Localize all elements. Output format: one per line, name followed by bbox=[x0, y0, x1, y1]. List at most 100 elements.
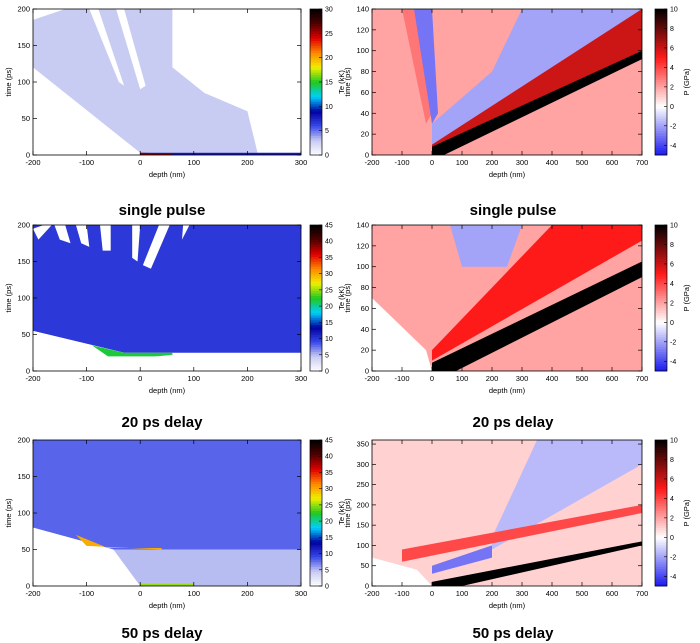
colorbar-step bbox=[655, 551, 667, 555]
field-region-5 bbox=[432, 50, 642, 155]
colorbar-tick-label: 10 bbox=[325, 551, 333, 558]
colorbar-step bbox=[310, 135, 322, 139]
colorbar-step bbox=[655, 508, 667, 511]
colorbar-step bbox=[310, 449, 322, 453]
colorbar-step bbox=[310, 573, 322, 577]
colorbar-tick-label: 40 bbox=[325, 454, 333, 461]
colorbar-label: Te (kK) bbox=[337, 286, 346, 310]
panel-p-20: -200 -100 0 100 200 300 400 500 600 7000204060801… bbox=[343, 221, 691, 432]
colorbar-step bbox=[655, 28, 667, 32]
colorbar-step bbox=[655, 530, 667, 533]
colorbar-step bbox=[310, 454, 322, 458]
panel-p-single: -200 -100 0 100 200 300 400 500 600 7000204060801… bbox=[343, 5, 691, 220]
colorbar-tick-label: 35 bbox=[325, 470, 333, 477]
x-tick-label: 700 bbox=[636, 374, 649, 383]
colorbar-frame bbox=[654, 439, 668, 587]
x-tick-label: 100 bbox=[456, 158, 469, 167]
y-tick-label: 350 bbox=[356, 440, 369, 449]
colorbar-step bbox=[655, 18, 667, 22]
colorbar-step bbox=[310, 564, 322, 567]
colorbar-step bbox=[310, 539, 322, 543]
colorbar-step bbox=[310, 488, 322, 492]
y-tick-label: 0 bbox=[26, 151, 30, 160]
panel-p-50: -200 -100 0 100 200 300 400 500 600 7000501001502… bbox=[343, 438, 691, 643]
colorbar-step bbox=[655, 474, 667, 477]
colorbar-step bbox=[310, 329, 322, 333]
colorbar-step bbox=[655, 583, 667, 587]
colorbar-step bbox=[655, 312, 667, 316]
colorbar-step bbox=[655, 315, 667, 318]
x-tick-label: 700 bbox=[636, 158, 649, 167]
colorbar-step bbox=[655, 302, 667, 306]
colorbar-step bbox=[655, 361, 667, 365]
colorbar-step bbox=[310, 91, 322, 95]
colorbar: 0 5 10 15 20 25 30 Te (kK) bbox=[309, 7, 346, 160]
colorbar-step bbox=[655, 322, 667, 326]
colorbar-tick-label: -2 bbox=[670, 123, 676, 130]
colorbar-frame bbox=[309, 439, 323, 587]
colorbar-step bbox=[655, 559, 667, 563]
x-tick-label: 100 bbox=[188, 374, 201, 383]
colorbar-step bbox=[655, 547, 667, 550]
colorbar-step bbox=[655, 573, 667, 577]
colorbar-step bbox=[310, 50, 322, 54]
field-region-3 bbox=[432, 225, 642, 361]
colorbar-step bbox=[655, 329, 667, 333]
colorbar: 0 5 10 15 20 25 30 35 40 45 Te (kK) bbox=[309, 223, 346, 376]
colorbar-tick-label: 6 bbox=[670, 261, 674, 268]
colorbar-step bbox=[310, 120, 322, 124]
colorbar-step bbox=[655, 35, 667, 39]
colorbar-step bbox=[310, 150, 322, 153]
colorbar-step bbox=[310, 254, 322, 258]
y-axis-label: time (ps) bbox=[343, 498, 352, 528]
colorbar-tick-label: 45 bbox=[325, 438, 333, 445]
field-region-6 bbox=[140, 152, 173, 155]
field-region-1 bbox=[33, 527, 141, 586]
colorbar-step bbox=[310, 263, 322, 267]
colorbar-step bbox=[310, 33, 322, 37]
colorbar-step bbox=[310, 283, 322, 287]
colorbar-step bbox=[310, 266, 322, 270]
colorbar-step bbox=[310, 118, 322, 122]
colorbar-step bbox=[655, 91, 667, 95]
x-tick-label: -200 bbox=[364, 374, 379, 383]
colorbar-step bbox=[310, 334, 322, 338]
colorbar-step bbox=[310, 89, 322, 93]
y-tick-label: 120 bbox=[356, 25, 369, 34]
colorbar-step bbox=[310, 38, 322, 42]
colorbar-step bbox=[310, 116, 322, 119]
colorbar-step bbox=[310, 280, 322, 284]
colorbar-step bbox=[655, 336, 667, 340]
y-axis-label: time (ps) bbox=[343, 67, 352, 97]
colorbar-tick-label: 0 bbox=[670, 320, 674, 327]
colorbar-step bbox=[310, 108, 322, 112]
field-region-1 bbox=[372, 298, 432, 371]
colorbar-step bbox=[310, 327, 322, 331]
colorbar-step bbox=[310, 28, 322, 32]
y-tick-label: 250 bbox=[356, 480, 369, 489]
colorbar-step bbox=[310, 498, 322, 502]
colorbar-tick-label: 25 bbox=[325, 502, 333, 509]
field-region-2 bbox=[75, 534, 162, 550]
field-region-10 bbox=[140, 354, 301, 371]
colorbar-step bbox=[655, 111, 667, 115]
colorbar-step bbox=[310, 40, 322, 44]
colorbar-step bbox=[310, 556, 322, 560]
colorbar-step bbox=[310, 300, 322, 304]
colorbar-step bbox=[655, 130, 667, 134]
panel-caption: 20 ps delay bbox=[122, 414, 204, 431]
x-tick-label: -100 bbox=[394, 589, 409, 598]
colorbar-step bbox=[655, 244, 667, 248]
colorbar-step bbox=[655, 344, 667, 348]
colorbar-step bbox=[310, 310, 322, 313]
colorbar-step bbox=[655, 339, 667, 343]
colorbar-step bbox=[655, 488, 667, 492]
field-region-4 bbox=[172, 9, 301, 155]
colorbar-tick-label: 6 bbox=[670, 476, 674, 483]
colorbar-step bbox=[655, 449, 667, 453]
colorbar-step bbox=[655, 495, 667, 499]
colorbar-step bbox=[655, 444, 667, 448]
colorbar-step bbox=[655, 564, 667, 567]
colorbar-step bbox=[310, 346, 322, 350]
colorbar-tick-label: 0 bbox=[325, 153, 329, 160]
